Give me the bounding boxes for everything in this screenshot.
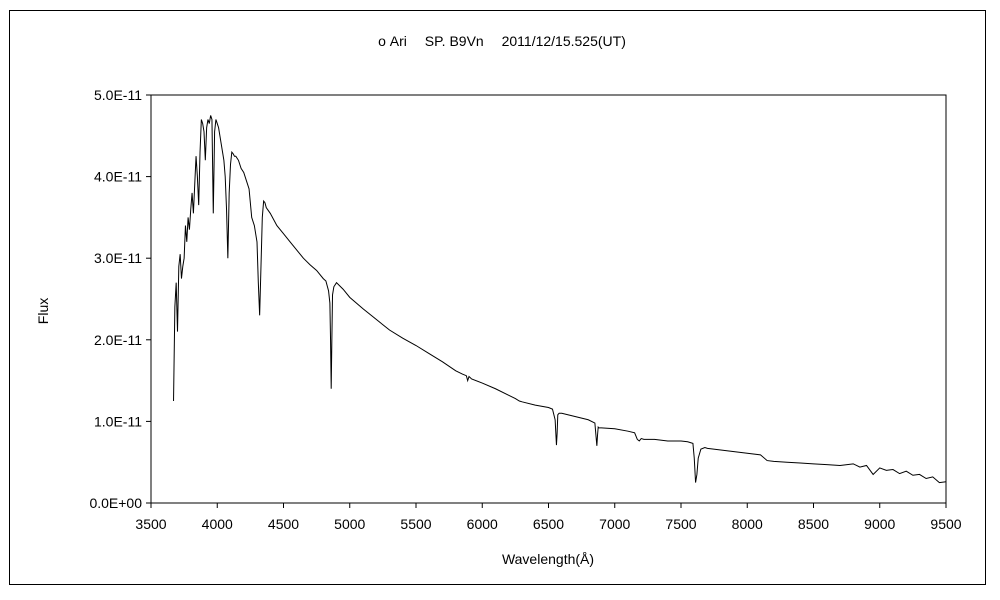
x-tick-label: 6000 — [467, 516, 498, 532]
x-tick-label: 7500 — [665, 516, 696, 532]
x-tick-label: 3500 — [135, 516, 166, 532]
x-tick-label: 5500 — [400, 516, 431, 532]
x-tick-label: 4000 — [202, 516, 233, 532]
x-tick-label: 7000 — [599, 516, 630, 532]
x-axis-ticks: 3500 4000 4500 5000 5500 6000 6500 7000 7500 8000… — [135, 503, 962, 532]
y-tick-label: 5.0E-11 — [94, 87, 142, 103]
plot-area — [150, 94, 947, 504]
y-tick-label: 4.0E-11 — [94, 169, 142, 185]
x-tick-label: 4500 — [268, 516, 299, 532]
y-axis-ticks: 0.0E+00 1.0E-11 2.0E-11 3.0E-11 4.0E-11 5.0E-… — [89, 87, 151, 511]
y-axis-title: Flux — [35, 298, 51, 324]
y-tick-label: 3.0E-11 — [94, 250, 142, 266]
x-tick-label: 8000 — [732, 516, 763, 532]
y-tick-label: 1.0E-11 — [94, 413, 142, 429]
x-tick-label: 8500 — [798, 516, 829, 532]
x-tick-label: 6500 — [533, 516, 564, 532]
chart-frame: ο Ari SP. B9Vn 2011/12/15.525(UT) 3500 40… — [9, 10, 986, 585]
chart-svg: ο Ari SP. B9Vn 2011/12/15.525(UT) 3500 40… — [35, 33, 962, 567]
x-tick-label: 9500 — [930, 516, 961, 532]
y-tick-label: 0.0E+00 — [89, 495, 142, 511]
y-tick-label: 2.0E-11 — [94, 332, 142, 348]
x-tick-label: 5000 — [334, 516, 365, 532]
x-tick-label: 9000 — [864, 516, 895, 532]
spectrum-line — [173, 115, 947, 484]
chart-title: ο Ari SP. B9Vn 2011/12/15.525(UT) — [378, 33, 626, 49]
x-axis-title: Wavelength(Å) — [502, 551, 594, 567]
